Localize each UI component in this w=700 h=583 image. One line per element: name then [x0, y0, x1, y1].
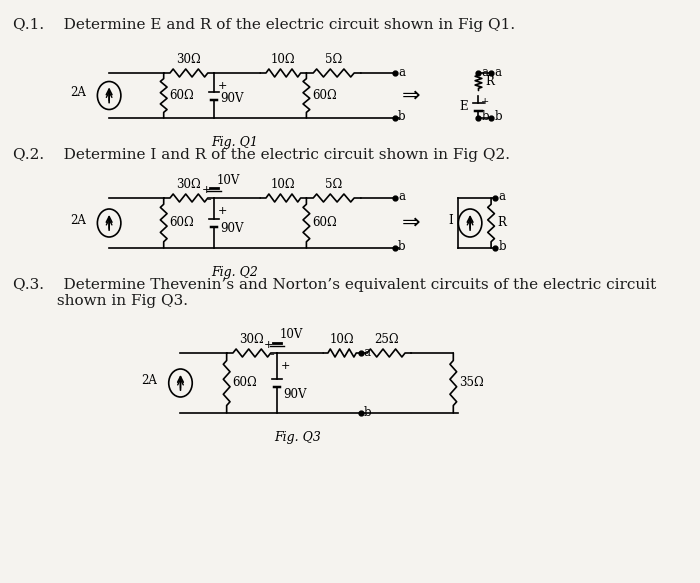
Text: 30Ω: 30Ω [176, 178, 202, 191]
Text: 5Ω: 5Ω [325, 178, 342, 191]
Text: Q.2.    Determine I and R of the electric circuit shown in Fig Q2.: Q.2. Determine I and R of the electric c… [13, 148, 510, 162]
Text: Q.3.    Determine Thevenin’s and Norton’s equivalent circuits of the electric ci: Q.3. Determine Thevenin’s and Norton’s e… [13, 278, 656, 308]
Text: b: b [398, 241, 405, 254]
Text: Q.1.    Determine E and R of the electric circuit shown in Fig Q1.: Q.1. Determine E and R of the electric c… [13, 18, 514, 32]
Text: E: E [460, 100, 468, 113]
Text: 5Ω: 5Ω [325, 53, 342, 66]
Text: ⇒: ⇒ [402, 86, 421, 106]
Text: Fig. Q3: Fig. Q3 [274, 431, 321, 444]
Text: a: a [398, 65, 405, 79]
Text: a: a [363, 346, 370, 359]
Text: a: a [498, 191, 505, 203]
Text: -: - [206, 193, 211, 207]
Text: b: b [398, 111, 405, 124]
Text: b: b [363, 406, 371, 419]
Text: 60Ω: 60Ω [169, 89, 195, 102]
Text: b: b [494, 111, 502, 124]
Text: I: I [449, 213, 454, 227]
Text: b: b [498, 241, 506, 254]
Text: 90V: 90V [220, 92, 244, 104]
Text: ⇒: ⇒ [402, 213, 421, 233]
Text: Fig. Q2: Fig. Q2 [211, 266, 258, 279]
Text: 10V: 10V [279, 328, 303, 342]
Text: 30Ω: 30Ω [239, 333, 264, 346]
Text: 60Ω: 60Ω [312, 216, 337, 230]
Text: +: + [218, 206, 227, 216]
Text: 2A: 2A [70, 213, 85, 227]
Text: 2A: 2A [70, 86, 85, 99]
Text: 10Ω: 10Ω [271, 53, 295, 66]
Text: -: - [269, 348, 274, 362]
Text: Fig. Q1: Fig. Q1 [211, 136, 258, 149]
Text: 60Ω: 60Ω [312, 89, 337, 102]
Text: 60Ω: 60Ω [169, 216, 195, 230]
Text: a: a [494, 65, 501, 79]
Text: +: + [218, 81, 227, 91]
Text: 90V: 90V [220, 222, 244, 234]
Text: 35Ω: 35Ω [459, 377, 484, 389]
Text: R: R [485, 75, 494, 88]
Text: a: a [482, 65, 489, 79]
Text: 10Ω: 10Ω [271, 178, 295, 191]
Text: 10V: 10V [216, 174, 240, 187]
Text: 10Ω: 10Ω [330, 333, 354, 346]
Text: R: R [498, 216, 507, 230]
Text: 60Ω: 60Ω [232, 377, 258, 389]
Text: +: + [481, 97, 489, 107]
Text: +: + [265, 340, 274, 350]
Text: 30Ω: 30Ω [176, 53, 202, 66]
Text: +: + [202, 185, 211, 195]
Text: a: a [398, 191, 405, 203]
Text: 2A: 2A [141, 374, 157, 387]
Text: 25Ω: 25Ω [374, 333, 398, 346]
Text: +: + [281, 361, 290, 371]
Text: b: b [482, 111, 489, 124]
Text: 90V: 90V [283, 388, 307, 402]
